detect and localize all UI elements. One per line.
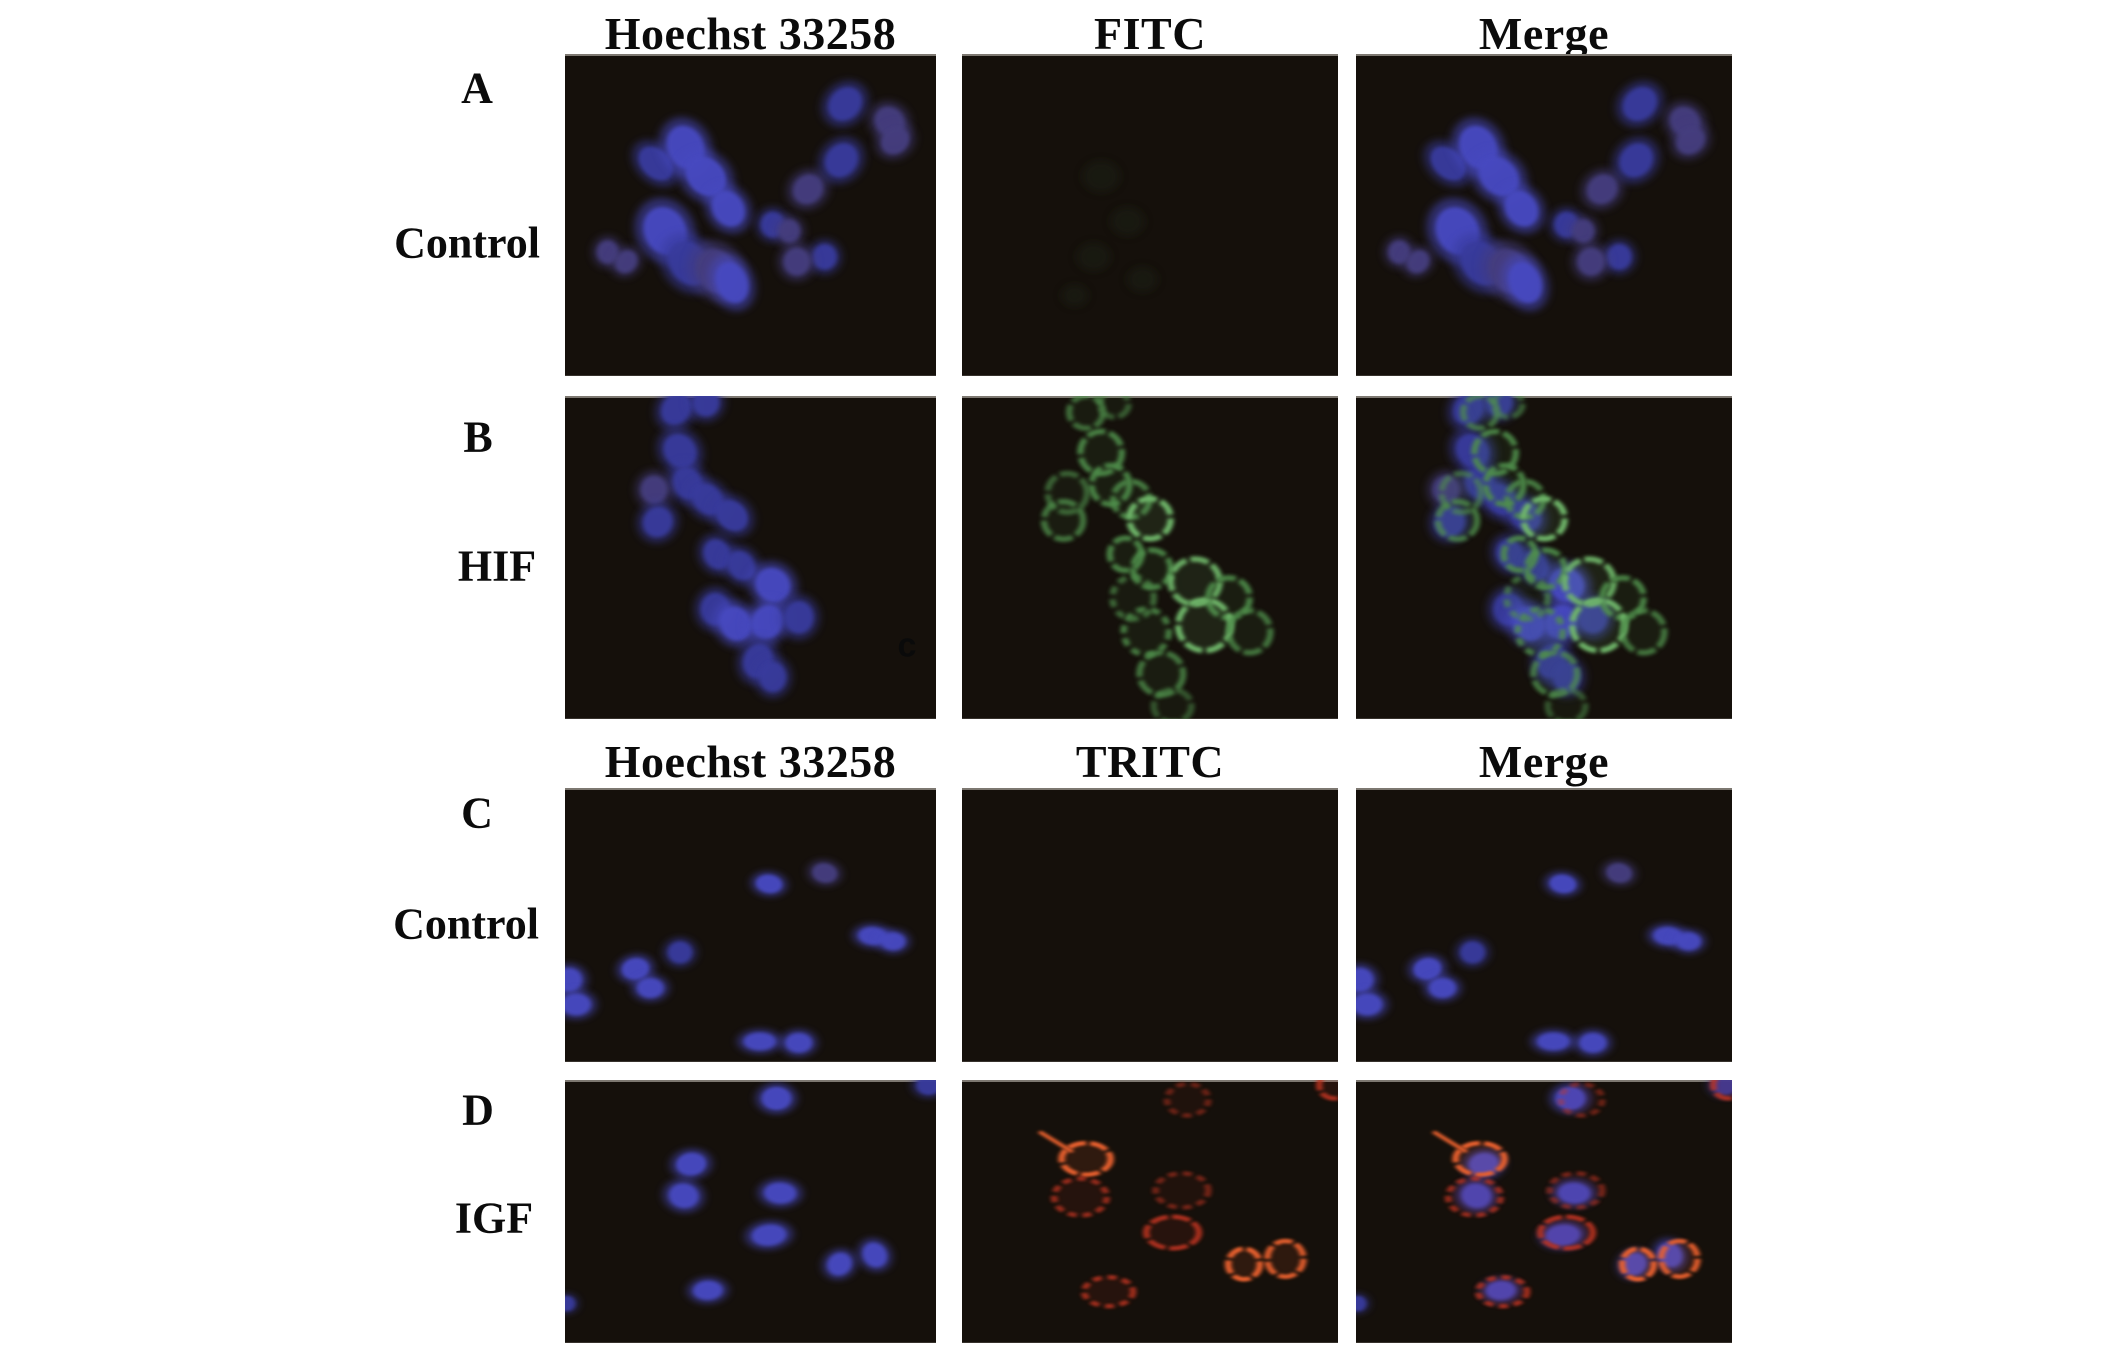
column-header-tritc: TRITC: [1075, 736, 1225, 787]
column-header-hoechst-2: Hoechst 33258: [604, 736, 897, 787]
treatment-label-b: HIF: [457, 541, 537, 591]
micrograph-c-hoechst: [565, 788, 936, 1062]
micrograph-b-fitc: [962, 396, 1338, 719]
micrograph-a-hoechst: [565, 54, 936, 376]
treatment-label-c: Control: [393, 899, 539, 949]
column-header-merge-2: Merge: [1478, 736, 1610, 787]
panel-letter-c: C: [461, 788, 493, 838]
treatment-label-d: IGF: [454, 1193, 534, 1243]
micrograph-d-tritc: [962, 1080, 1338, 1343]
micrograph-d-merge: [1356, 1080, 1732, 1343]
column-header-hoechst-1: Hoechst 33258: [604, 8, 897, 59]
micrograph-a-fitc: [962, 54, 1338, 376]
micrograph-b-hoechst: [565, 396, 936, 719]
panel-letter-b: B: [463, 412, 493, 462]
stray-letter-label: c: [897, 626, 917, 665]
micrograph-c-merge: [1356, 788, 1732, 1062]
micrograph-c-tritc: [962, 788, 1338, 1062]
panel-letter-a: A: [461, 63, 493, 113]
micrograph-b-merge: [1356, 396, 1732, 719]
micrograph-a-merge: [1356, 54, 1732, 376]
panel-letter-d: D: [462, 1085, 494, 1135]
treatment-label-a: Control: [394, 218, 540, 268]
column-header-fitc: FITC: [1094, 8, 1206, 59]
micrograph-d-hoechst: [565, 1080, 936, 1343]
column-header-merge-1: Merge: [1478, 8, 1610, 59]
